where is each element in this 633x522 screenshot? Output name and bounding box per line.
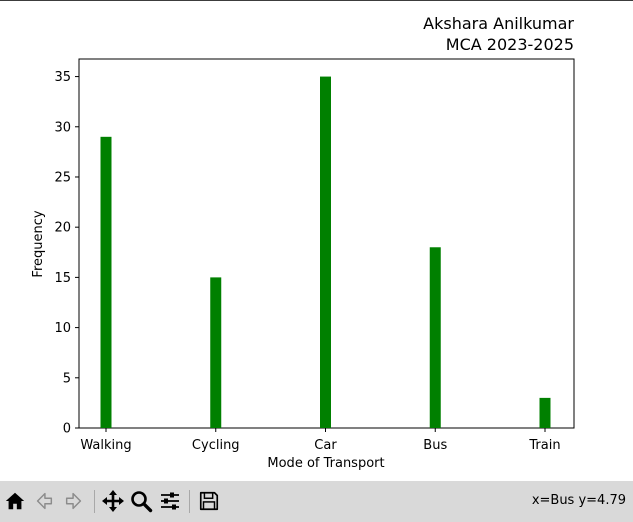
save-icon xyxy=(199,491,219,511)
zoom-icon xyxy=(131,491,153,513)
configure-subplots-button[interactable] xyxy=(156,487,184,515)
toolbar-separator xyxy=(94,490,95,513)
chart-title: Akshara Anilkumar MCA 2023-2025 xyxy=(423,14,574,54)
bar-car xyxy=(320,76,331,429)
window-top-border xyxy=(0,0,633,1)
back-icon xyxy=(36,492,53,510)
x-tick-label: Cycling xyxy=(192,438,240,453)
toolbar-separator xyxy=(189,490,190,513)
y-axis-label: Frequency xyxy=(31,210,46,277)
forward-button[interactable] xyxy=(60,487,88,515)
chart-title-line: MCA 2023-2025 xyxy=(446,35,574,54)
x-axis-label: Mode of Transport xyxy=(267,456,384,471)
bar-train xyxy=(539,397,551,428)
x-tick-label: Bus xyxy=(423,438,447,453)
save-button[interactable] xyxy=(195,487,223,515)
figure-canvas[interactable]: Akshara Anilkumar MCA 2023-2025 Walking Cy… xyxy=(0,1,633,481)
bar-cycling xyxy=(210,277,222,428)
y-tick-label: 15 xyxy=(54,271,71,286)
y-tick-label: 35 xyxy=(54,70,71,85)
y-tick-label: 10 xyxy=(54,321,71,336)
y-tick-label: 0 xyxy=(63,422,71,437)
y-tick-label: 25 xyxy=(54,170,71,185)
x-tick-label: Walking xyxy=(80,438,131,453)
zoom-button[interactable] xyxy=(127,487,155,515)
bar-chart: Akshara Anilkumar MCA 2023-2025 Walking Cy… xyxy=(31,14,575,471)
y-tick-label: 20 xyxy=(54,221,71,236)
home-icon xyxy=(5,492,25,510)
navigation-toolbar: x=Bus y=4.79 xyxy=(0,481,633,522)
configure-subplots-icon xyxy=(161,492,179,510)
chart-title-line: Akshara Anilkumar xyxy=(423,14,574,33)
x-tick-label: Train xyxy=(528,438,560,453)
x-axis-ticks: Walking Cycling Car Bus Train xyxy=(80,428,561,453)
bars xyxy=(100,76,551,429)
bar-bus xyxy=(429,247,441,428)
cursor-coordinates: x=Bus y=4.79 xyxy=(531,493,626,508)
pan-button[interactable] xyxy=(99,487,127,515)
bar-walking xyxy=(100,136,112,428)
pan-icon xyxy=(102,490,124,512)
y-tick-label: 5 xyxy=(63,371,71,386)
back-button[interactable] xyxy=(30,487,58,515)
y-axis-ticks: 0 5 10 15 20 25 30 35 xyxy=(54,70,79,437)
forward-icon xyxy=(65,492,82,510)
home-button[interactable] xyxy=(1,487,29,515)
x-tick-label: Car xyxy=(314,438,337,453)
y-tick-label: 30 xyxy=(54,120,71,135)
